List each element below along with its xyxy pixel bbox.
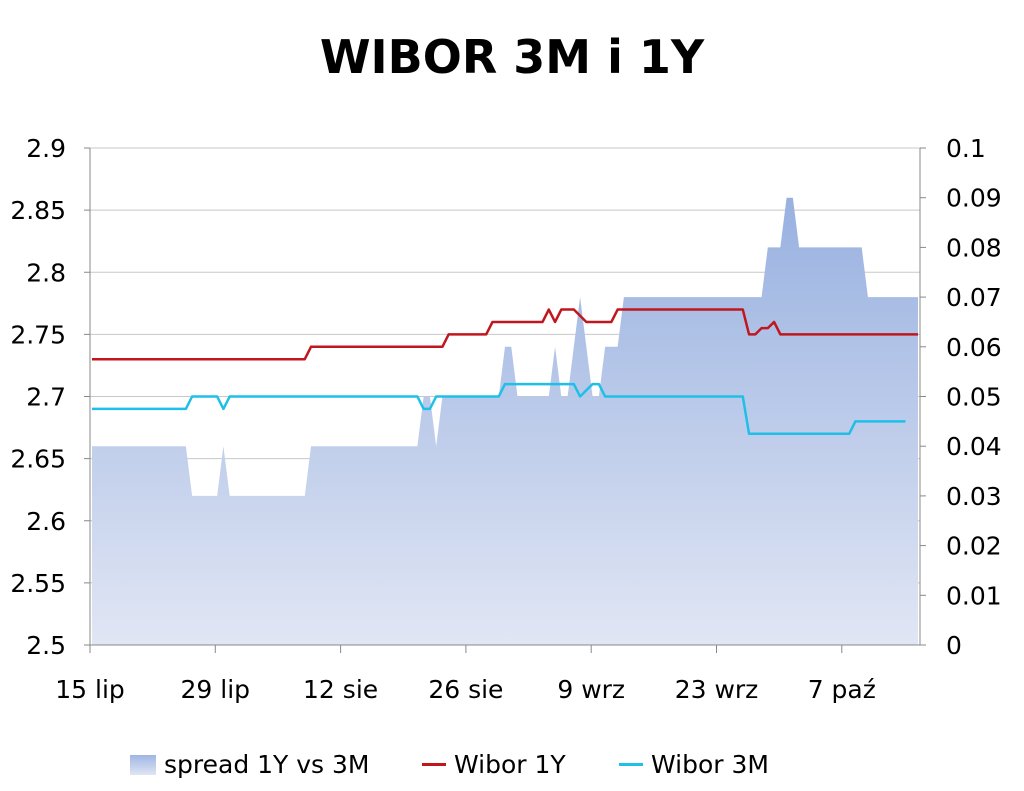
legend-item-wibor-1y: Wibor 1Y — [422, 750, 566, 779]
legend-swatch-wibor-3m — [619, 763, 643, 766]
y-left-tick-label: 2.7 — [26, 383, 66, 412]
y-left-tick-label: 2.75 — [10, 320, 66, 349]
y-right-tick-label: 0.07 — [946, 283, 1002, 312]
x-tick-label: 15 lip — [55, 675, 125, 704]
x-tick-label: 23 wrz — [675, 675, 759, 704]
chart-title: WIBOR 3M i 1Y — [319, 30, 705, 84]
y-right-tick-label: 0.03 — [946, 482, 1002, 511]
y-right-tick-label: 0.08 — [946, 233, 1002, 262]
legend-swatch-spread — [130, 754, 156, 775]
y-right-tick-label: 0.04 — [946, 432, 1002, 461]
legend: spread 1Y vs 3M Wibor 1Y Wibor 3M — [0, 750, 1024, 790]
y-right-tick-label: 0.05 — [946, 383, 1002, 412]
y-right-tick-label: 0.1 — [946, 134, 986, 163]
y-left-tick-label: 2.85 — [10, 196, 66, 225]
x-tick-label: 26 sie — [428, 675, 503, 704]
series-wibor-1y-line — [92, 308, 918, 361]
y-left-tick-label: 2.65 — [10, 445, 66, 474]
y-right-tick-label: 0.06 — [946, 333, 1002, 362]
legend-label-spread: spread 1Y vs 3M — [164, 750, 370, 779]
legend-swatch-wibor-1y — [422, 763, 446, 766]
legend-item-wibor-3m: Wibor 3M — [619, 750, 769, 779]
y-left-tick-label: 2.55 — [10, 569, 66, 598]
y-right-tick-label: 0.01 — [946, 581, 1002, 610]
y-left-tick-label: 2.6 — [26, 507, 66, 536]
y-left-tick-label: 2.9 — [26, 134, 66, 163]
legend-item-spread: spread 1Y vs 3M — [130, 750, 370, 779]
x-tick-label: 29 lip — [181, 675, 251, 704]
y-right-tick-label: 0.09 — [946, 184, 1002, 213]
x-tick-label: 12 sie — [303, 675, 378, 704]
y-left-tick-label: 2.8 — [26, 258, 66, 287]
x-tick-label: 7 paź — [808, 675, 876, 704]
x-tick-label: 9 wrz — [557, 675, 625, 704]
series-spread-area — [92, 197, 918, 645]
y-right-tick-label: 0.02 — [946, 532, 1002, 561]
y-right-tick-label: 0 — [946, 631, 962, 660]
series-wibor-3m-line — [92, 382, 906, 436]
legend-label-wibor-3m: Wibor 3M — [651, 750, 769, 779]
y-left-tick-label: 2.5 — [26, 631, 66, 660]
legend-label-wibor-1y: Wibor 1Y — [454, 750, 566, 779]
